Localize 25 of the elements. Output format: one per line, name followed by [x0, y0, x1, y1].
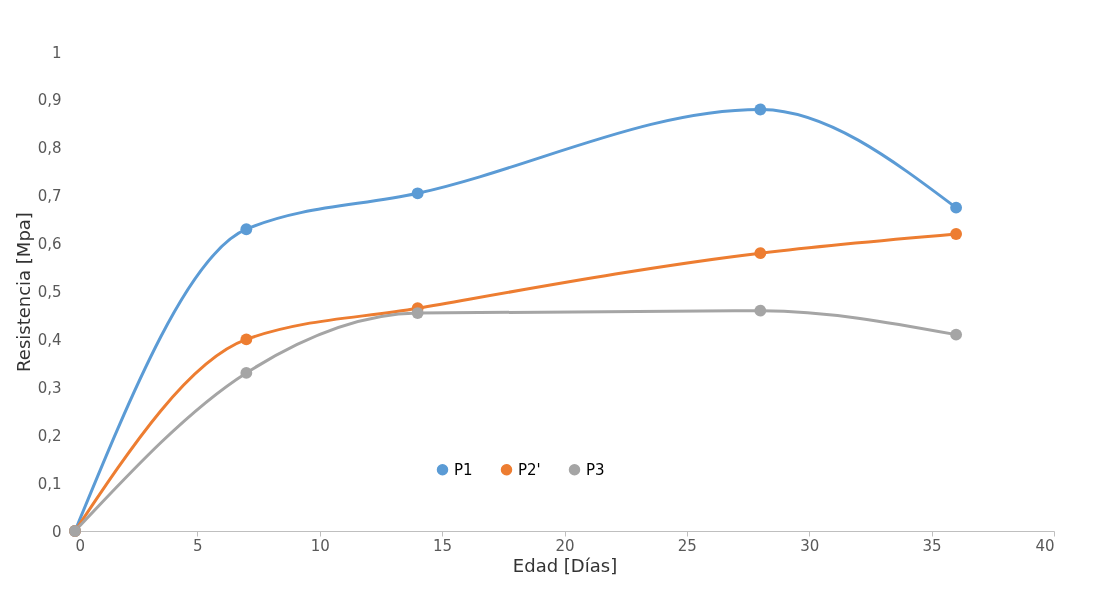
x-axis-title: Edad [Días]: [512, 554, 618, 576]
y-tick-label: 0,8: [37, 139, 62, 158]
legend-label: P1: [454, 460, 473, 479]
y-tick-label: 0,7: [37, 187, 62, 206]
x-tick-label: 0: [75, 536, 86, 555]
y-tick-label: 0,3: [37, 378, 62, 397]
y-tick-label: 0,4: [37, 330, 62, 349]
x-tick-label: 5: [193, 536, 203, 555]
x-tick-label: 10: [310, 536, 330, 555]
x-tick-label: 35: [922, 536, 942, 555]
y-tick-label: 0,6: [37, 235, 62, 254]
y-tick-label: 1: [51, 43, 62, 62]
legend-label: P3: [586, 460, 605, 479]
y-tick-label: 0,9: [37, 91, 62, 110]
legend-label: P2': [518, 460, 541, 479]
x-tick-label: 30: [800, 536, 820, 555]
x-tick-label: 15: [433, 536, 453, 555]
y-tick-label: 0,1: [37, 474, 62, 493]
x-tick-label: 20: [555, 536, 575, 555]
y-tick-label: 0: [51, 522, 62, 541]
y-axis-title: Resistencia [Mpa]: [12, 212, 34, 372]
y-tick-label: 0,5: [37, 283, 62, 301]
x-tick-label: 40: [1035, 536, 1055, 555]
y-tick-label: 0,2: [37, 426, 62, 445]
x-tick-label: 25: [677, 536, 697, 555]
